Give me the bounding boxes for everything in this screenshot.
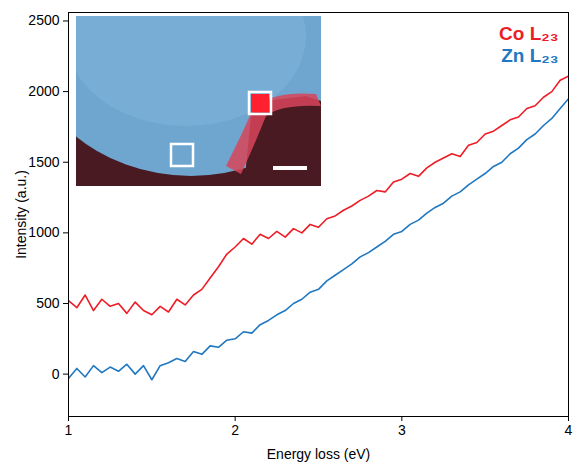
- svg-text:Co L₂₃: Co L₂₃: [499, 23, 558, 44]
- svg-text:2: 2: [231, 422, 239, 438]
- svg-text:500: 500: [36, 295, 60, 311]
- svg-text:Intensity (a.u.): Intensity (a.u.): [13, 170, 29, 259]
- svg-text:2500: 2500: [28, 12, 59, 28]
- svg-text:1500: 1500: [28, 154, 59, 170]
- svg-text:2000: 2000: [28, 83, 59, 99]
- svg-text:3: 3: [398, 422, 406, 438]
- svg-text:1: 1: [65, 422, 73, 438]
- svg-text:Zn L₂₃: Zn L₂₃: [501, 45, 558, 66]
- svg-text:1000: 1000: [28, 224, 59, 240]
- svg-text:0: 0: [52, 366, 60, 382]
- svg-text:Energy loss (eV): Energy loss (eV): [267, 446, 370, 462]
- svg-text:4: 4: [565, 422, 573, 438]
